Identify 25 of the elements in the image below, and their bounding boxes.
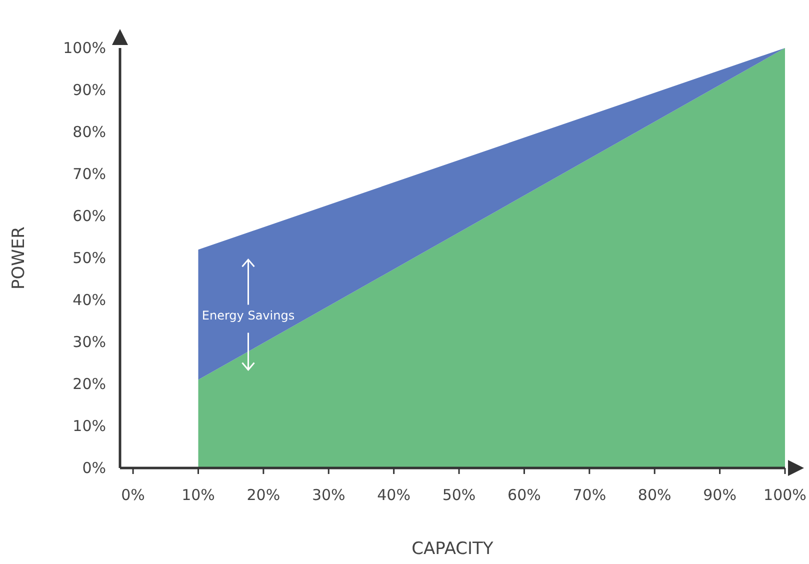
y-tick-label: 80% <box>72 123 106 141</box>
annotation: Energy Savings <box>202 308 295 323</box>
x-tick-label: 100% <box>764 486 806 504</box>
x-tick-label: 90% <box>703 486 736 504</box>
x-tick-label: 20% <box>246 486 280 504</box>
y-tick-label: 40% <box>72 291 106 309</box>
y-tick-label: 30% <box>72 333 106 351</box>
x-axis-title: CAPACITY <box>412 539 494 559</box>
y-tick-label: 60% <box>72 207 106 225</box>
x-tick-label: 70% <box>572 486 606 504</box>
y-tick-label: 0% <box>82 459 106 477</box>
y-tick-label: 70% <box>72 165 106 183</box>
x-tick-label: 80% <box>638 486 672 504</box>
x-tick-label: 0% <box>121 486 145 504</box>
y-axis-title: POWER <box>9 226 29 290</box>
y-tick-label: 100% <box>63 39 106 57</box>
x-tick-label: 30% <box>312 486 346 504</box>
x-tick-label: 40% <box>377 486 410 504</box>
x-tick-label: 60% <box>508 486 541 504</box>
x-tick-label: 10% <box>182 486 215 504</box>
x-tick-label: 50% <box>442 486 476 504</box>
y-tick-label: 90% <box>72 81 106 99</box>
y-tick-label: 50% <box>72 249 106 267</box>
y-tick-label: 10% <box>72 417 106 435</box>
y-tick-label: 20% <box>72 375 106 393</box>
